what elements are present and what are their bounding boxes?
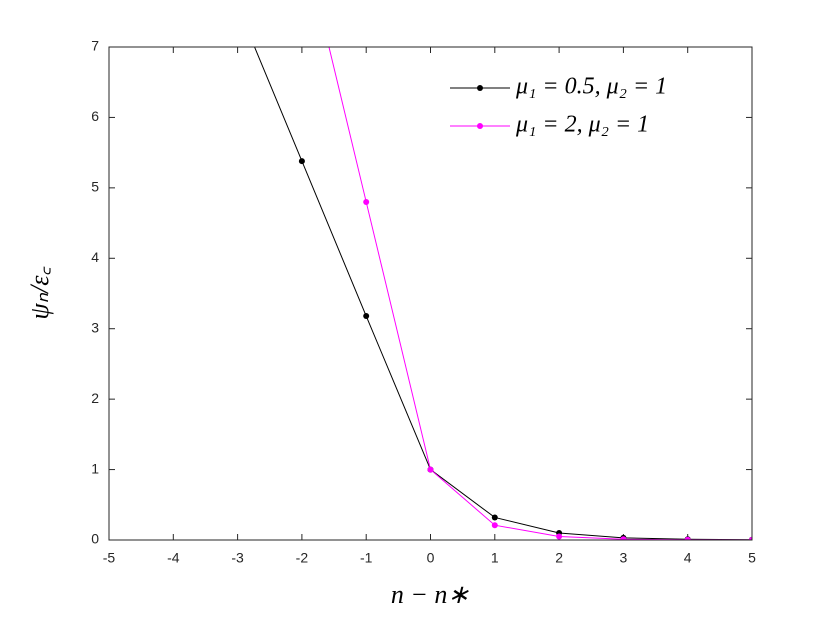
x-tick-label: 5 <box>748 550 756 566</box>
legend-label: μ₁ = 2, μ₂ = 1 <box>515 112 649 138</box>
x-tick-label: 4 <box>684 550 692 566</box>
data-point <box>427 466 434 473</box>
x-tick-label: -2 <box>296 550 309 566</box>
y-tick-label: 6 <box>91 108 99 124</box>
y-tick-label: 5 <box>91 179 99 195</box>
x-tick-label: 0 <box>427 550 435 566</box>
y-tick-label: 7 <box>91 38 99 54</box>
x-tick-label: 1 <box>491 550 499 566</box>
data-point <box>363 198 370 205</box>
x-tick-label: 2 <box>555 550 563 566</box>
legend-label: μ₁ = 0.5, μ₂ = 1 <box>515 74 667 100</box>
x-tick-label: -5 <box>103 550 116 566</box>
plot-area <box>109 47 752 540</box>
data-point <box>491 514 498 521</box>
data-point <box>363 313 370 320</box>
data-point <box>491 522 498 529</box>
data-point <box>556 533 563 540</box>
x-tick-label: -3 <box>231 550 244 566</box>
data-point <box>749 536 752 540</box>
y-tick-label: 4 <box>91 249 99 265</box>
data-point <box>684 536 691 540</box>
x-tick-label: -4 <box>167 550 180 566</box>
y-axis-label: ψₙ/ε꜀ <box>25 266 54 320</box>
legend-marker <box>477 85 483 91</box>
y-tick-label: 0 <box>91 531 99 547</box>
legend-marker <box>477 123 483 129</box>
axes-frame <box>108 46 753 541</box>
y-tick-label: 1 <box>91 460 99 476</box>
x-tick-label: 3 <box>620 550 628 566</box>
x-tick-label: -1 <box>360 550 373 566</box>
data-point <box>298 158 305 165</box>
y-tick-label: 3 <box>91 319 99 335</box>
data-point <box>620 536 627 540</box>
data-point <box>235 3 241 9</box>
y-tick-label: 2 <box>91 390 99 406</box>
x-axis-label: n − n∗ <box>391 580 470 609</box>
